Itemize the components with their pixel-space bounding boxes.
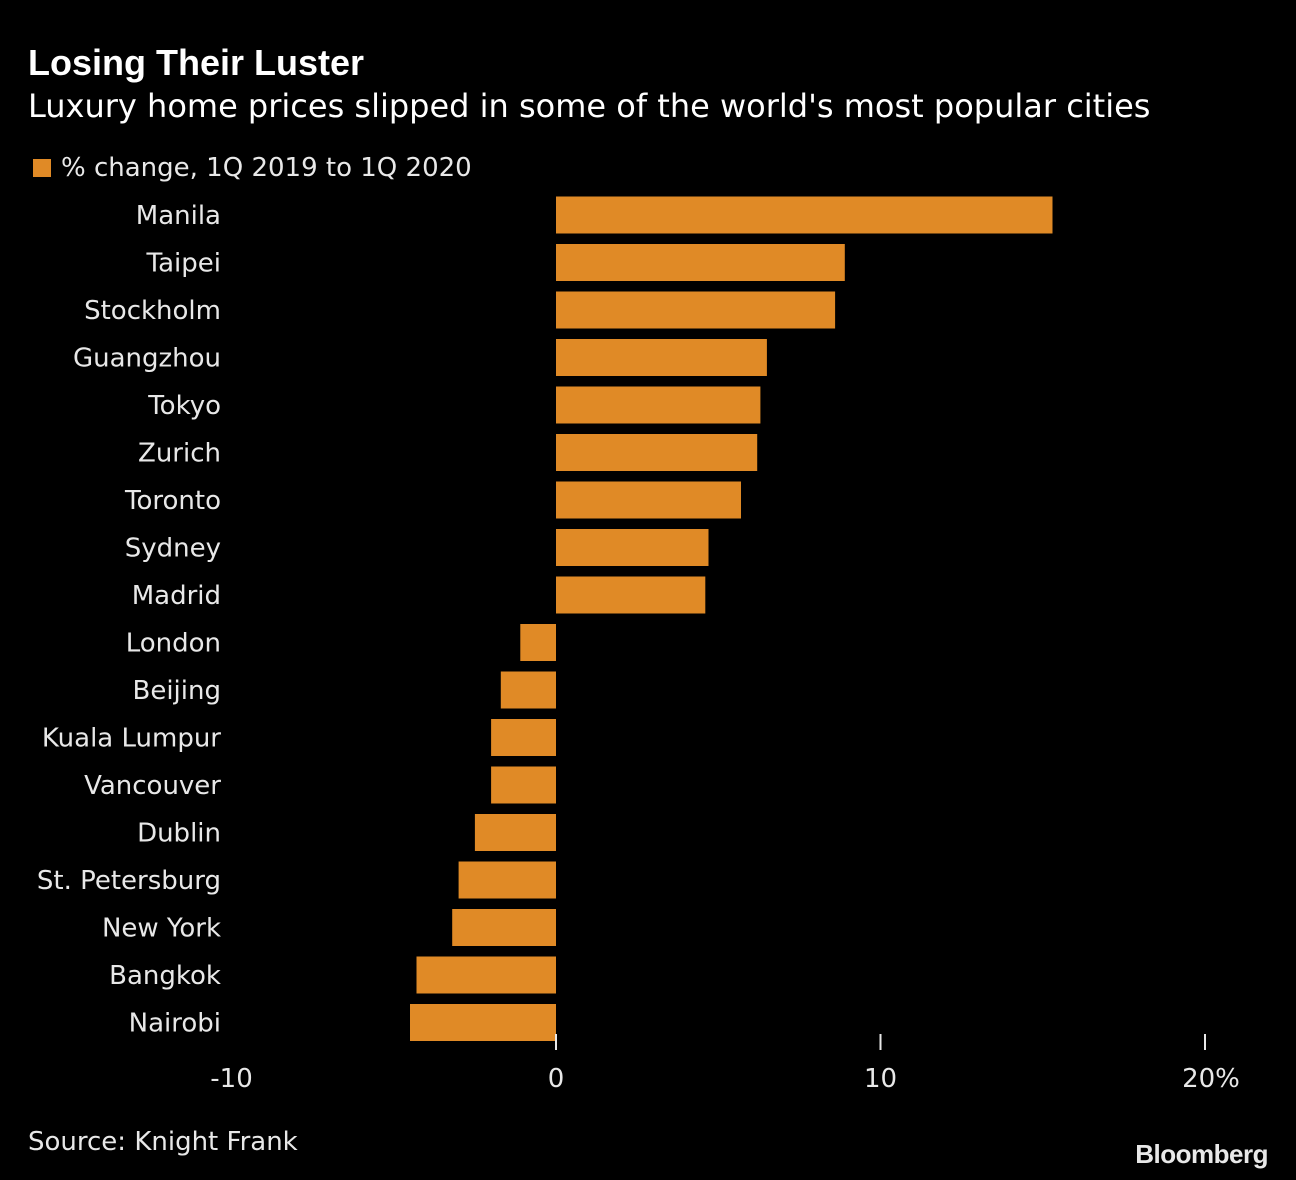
bar-manila xyxy=(556,196,1053,234)
category-label: Toronto xyxy=(124,486,221,516)
legend-label: % change, 1Q 2019 to 1Q 2020 xyxy=(61,153,472,183)
bars-group xyxy=(410,196,1053,1041)
bar-dublin xyxy=(474,814,556,851)
x-tick-label: -10 xyxy=(210,1064,252,1094)
category-label: Tokyo xyxy=(147,391,221,421)
category-label: Beijing xyxy=(133,676,222,706)
bar-zurich xyxy=(556,434,758,471)
bar-new-york xyxy=(452,909,556,946)
bar-madrid xyxy=(556,576,706,614)
category-label: Manila xyxy=(136,201,221,231)
category-label: Vancouver xyxy=(84,771,221,801)
bar-london xyxy=(520,624,556,661)
bar-bangkok xyxy=(416,956,556,994)
chart-subtitle: Luxury home prices slipped in some of th… xyxy=(28,87,1151,125)
x-axis: -10 0 10 20% xyxy=(210,1034,1240,1094)
category-label: Sydney xyxy=(125,534,221,564)
bar-toronto xyxy=(556,481,741,519)
category-label: Zurich xyxy=(138,439,221,469)
bar-nairobi xyxy=(410,1004,556,1041)
category-label: Nairobi xyxy=(129,1009,221,1039)
legend: % change, 1Q 2019 to 1Q 2020 xyxy=(33,150,472,186)
bar-tokyo xyxy=(556,386,761,424)
x-tick-label: 0 xyxy=(548,1064,565,1094)
bar-chart: Manila Taipei Stockholm Guangzhou Tokyo Zuric… xyxy=(37,196,1240,1094)
bar-kuala-lumpur xyxy=(491,719,556,756)
bar-vancouver xyxy=(491,766,556,804)
chart-title: Losing Their Luster xyxy=(28,42,365,83)
category-label: New York xyxy=(102,914,221,944)
category-label: Madrid xyxy=(132,581,221,611)
category-label: St. Petersburg xyxy=(37,866,221,896)
category-labels-group: Manila Taipei Stockholm Guangzhou Tokyo Zuric… xyxy=(37,201,221,1039)
bloomberg-logo: Bloomberg xyxy=(1135,1139,1268,1169)
category-label: Stockholm xyxy=(84,296,221,326)
source-note: Source: Knight Frank xyxy=(28,1127,298,1157)
legend-swatch xyxy=(33,159,51,177)
x-tick-label: 20% xyxy=(1182,1064,1240,1094)
bar-stockholm xyxy=(556,291,836,329)
category-label: London xyxy=(126,629,221,659)
bar-st-petersburg xyxy=(458,861,556,899)
category-label: Guangzhou xyxy=(73,344,221,374)
category-label: Bangkok xyxy=(109,961,221,991)
bar-taipei xyxy=(556,244,845,281)
bar-sydney xyxy=(556,529,709,566)
bar-beijing xyxy=(500,671,556,709)
bar-guangzhou xyxy=(556,339,767,376)
category-label: Kuala Lumpur xyxy=(42,724,221,754)
category-label: Taipei xyxy=(146,249,221,279)
x-tick-label: 10 xyxy=(864,1064,897,1094)
category-label: Dublin xyxy=(137,819,221,849)
